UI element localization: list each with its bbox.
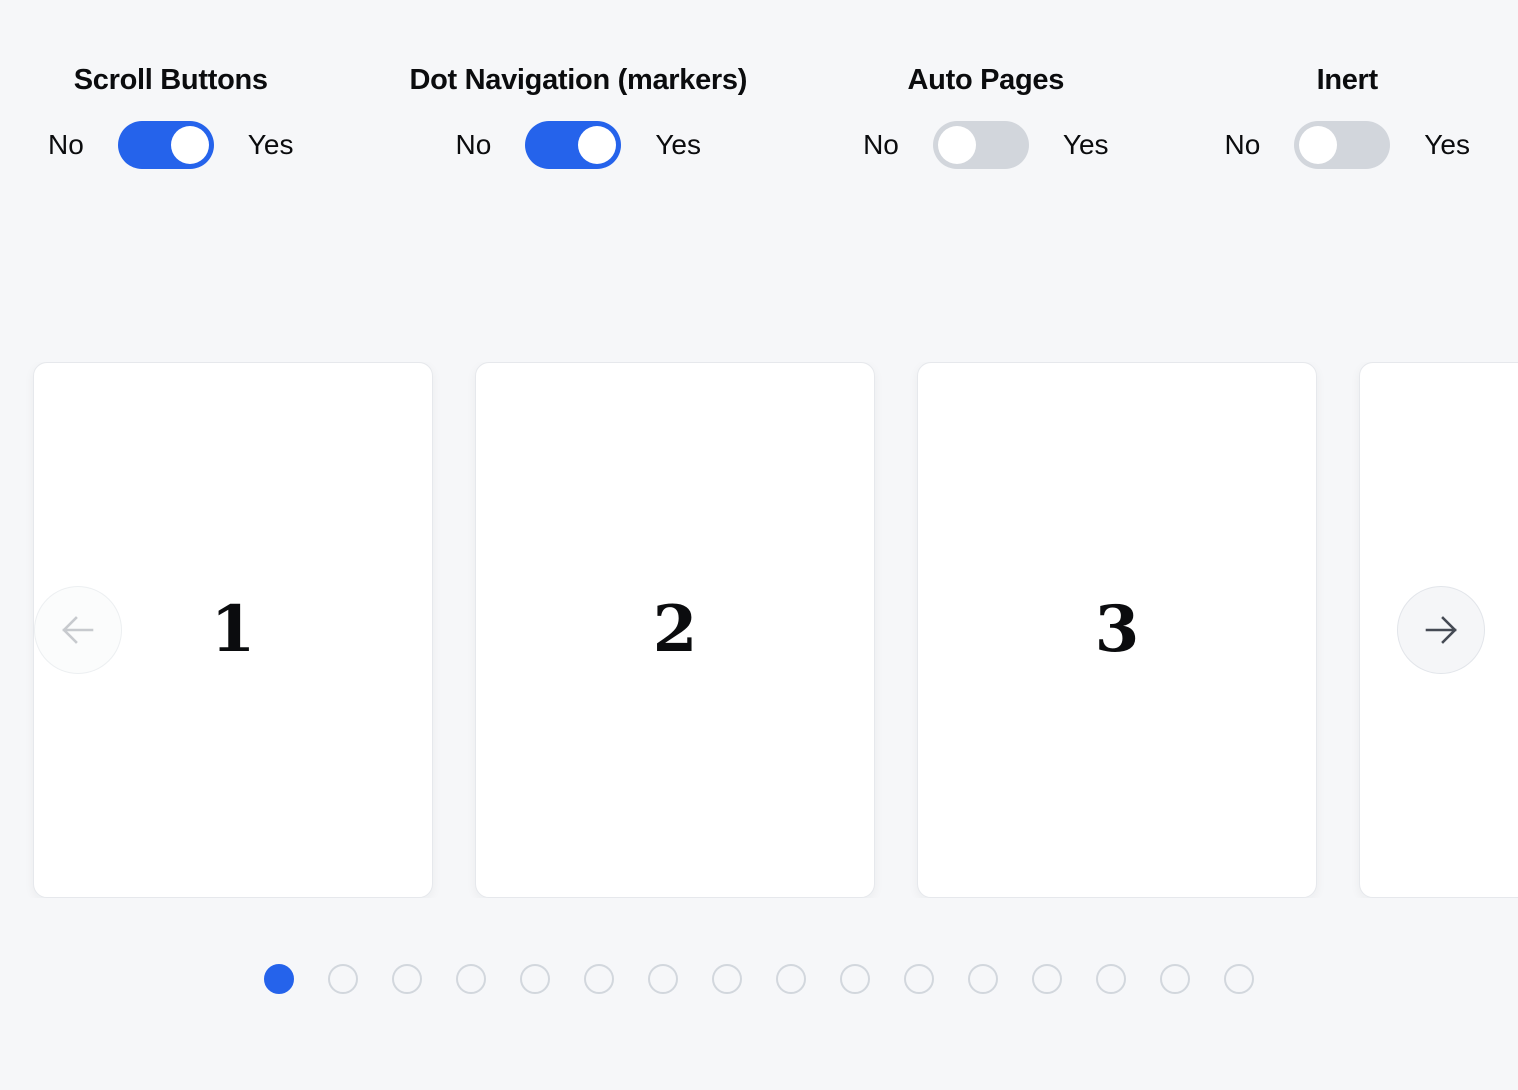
toggle-on-label: Yes [247, 129, 294, 160]
control-inert: Inert No Yes [1225, 64, 1470, 169]
control-title: Inert [1316, 64, 1379, 96]
toggle-off-label: No [48, 129, 84, 160]
page-dot[interactable] [264, 964, 294, 994]
toggle-on-label: Yes [1424, 129, 1470, 160]
card-number: 2 [652, 592, 698, 667]
carousel-card: 3 [917, 362, 1317, 898]
page-dot[interactable] [1224, 964, 1254, 994]
arrow-left-icon [62, 616, 94, 644]
control-scroll-buttons: Scroll Buttons No Yes [48, 64, 293, 169]
page-dot[interactable] [712, 964, 742, 994]
prev-page-button[interactable] [34, 586, 122, 674]
page-dot[interactable] [1096, 964, 1126, 994]
dot-navigation [0, 964, 1518, 994]
page-dot[interactable] [584, 964, 614, 994]
control-title: Scroll Buttons [73, 64, 268, 96]
arrow-right-icon [1425, 616, 1457, 644]
page-dot[interactable] [392, 964, 422, 994]
page-dot[interactable] [776, 964, 806, 994]
carousel: 1 2 3 4 [0, 362, 1518, 898]
page-dot[interactable] [328, 964, 358, 994]
control-title: Dot Navigation (markers) [409, 64, 748, 96]
card-number: 3 [1094, 592, 1140, 667]
carousel-track[interactable]: 1 2 3 4 [0, 362, 1518, 898]
toggle-knob [578, 126, 617, 164]
scroll-buttons-toggle[interactable] [117, 121, 214, 169]
card-number: 1 [210, 592, 256, 667]
page-dot[interactable] [648, 964, 678, 994]
toggle-on-label: Yes [655, 129, 702, 160]
page-dot[interactable] [456, 964, 486, 994]
toggle-row: No Yes [48, 121, 293, 169]
inert-toggle[interactable] [1294, 121, 1391, 169]
toggle-off-label: No [455, 129, 492, 160]
page-dot[interactable] [840, 964, 870, 994]
page-dot[interactable] [1160, 964, 1190, 994]
toggle-row: No Yes [863, 121, 1109, 169]
toggle-row: No Yes [1225, 121, 1470, 169]
auto-pages-toggle[interactable] [932, 121, 1029, 169]
toggle-knob [1299, 126, 1338, 164]
dot-navigation-toggle[interactable] [525, 121, 622, 169]
controls-row: Scroll Buttons No Yes Dot Navigation (ma… [0, 0, 1518, 169]
toggle-row: No Yes [456, 121, 701, 169]
page-dot[interactable] [968, 964, 998, 994]
toggle-knob [937, 126, 976, 164]
toggle-off-label: No [1224, 129, 1261, 160]
control-auto-pages: Auto Pages No Yes [863, 64, 1109, 169]
toggle-off-label: No [863, 129, 899, 160]
control-title: Auto Pages [907, 64, 1065, 96]
page-dot[interactable] [904, 964, 934, 994]
control-dot-navigation: Dot Navigation (markers) No Yes [409, 64, 747, 169]
carousel-card: 2 [475, 362, 875, 898]
page-dot[interactable] [520, 964, 550, 994]
toggle-knob [170, 126, 209, 164]
next-page-button[interactable] [1397, 586, 1485, 674]
page-dot[interactable] [1032, 964, 1062, 994]
toggle-on-label: Yes [1062, 129, 1109, 160]
